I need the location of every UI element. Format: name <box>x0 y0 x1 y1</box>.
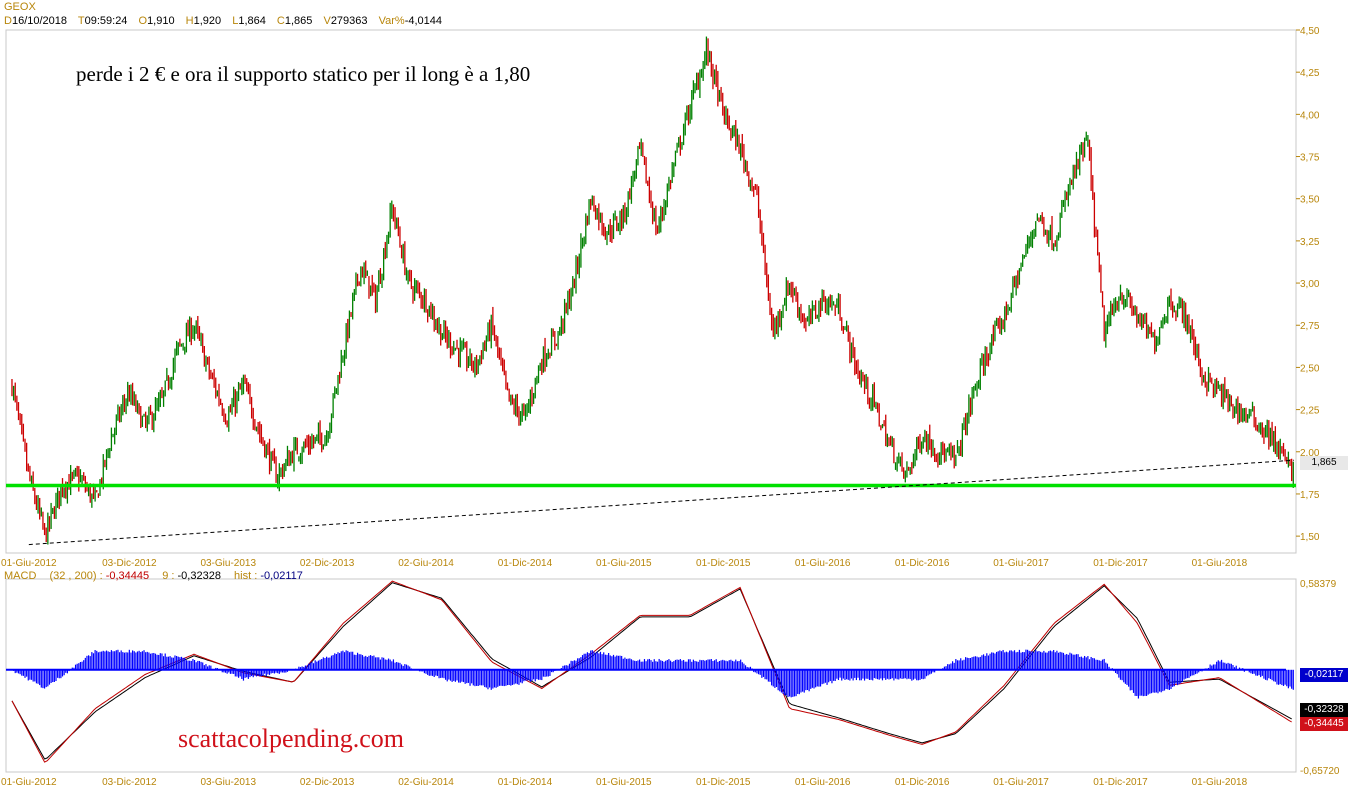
macd-panel-frame <box>5 578 1297 773</box>
volume-value: 279363 <box>330 15 368 27</box>
open-value: 1,910 <box>147 15 175 27</box>
price-x-tick-label: 02-Giu-2014 <box>398 558 454 569</box>
macd-value: -0,34445 <box>105 570 150 582</box>
price-x-tick-label: 01-Dic-2016 <box>895 558 950 569</box>
price-panel-frame <box>5 29 1297 554</box>
macd-y-tick-label: 0,58379 <box>1300 579 1337 590</box>
date-value: 16/10/2018 <box>11 15 68 27</box>
macd-tag: -0,34445 <box>1300 717 1348 731</box>
price-y-tick-label: 4,00 <box>1300 110 1320 121</box>
macd-x-tick-label: 01-Giu-2016 <box>795 777 851 788</box>
ohlc-header: D16/10/2018 T09:59:24 O1,910 H1,920 L1,8… <box>4 15 442 27</box>
price-x-tick-label: 02-Dic-2013 <box>300 558 355 569</box>
macd-x-tick-label: 01-Giu-2015 <box>596 777 652 788</box>
macd-x-tick-label: 01-Giu-2018 <box>1192 777 1248 788</box>
hist-value: -0,02117 <box>260 570 303 582</box>
macd-x-tick-label: 01-Giu-2017 <box>993 777 1049 788</box>
price-x-tick-label: 01-Dic-2015 <box>696 558 751 569</box>
low-value: 1,864 <box>238 15 266 27</box>
var-value: -4,0144 <box>404 15 442 27</box>
price-y-tick-label: 2,25 <box>1300 406 1320 417</box>
high-value: 1,920 <box>193 15 222 27</box>
price-y-tick-label: 3,00 <box>1300 279 1320 290</box>
macd-x-tick-label: 02-Giu-2014 <box>398 777 454 788</box>
macd-header: MACD (32 , 200) : -0,34445 9 : -0,32328 … <box>4 570 303 582</box>
price-x-tick-label: 01-Giu-2017 <box>993 558 1049 569</box>
close-value: 1,865 <box>284 15 313 27</box>
trend-line <box>28 459 1294 546</box>
macd-x-tick-label: 03-Dic-2012 <box>102 777 157 788</box>
macd-x-tick-label: 02-Dic-2013 <box>300 777 355 788</box>
price-x-tick-label: 01-Dic-2014 <box>498 558 553 569</box>
macd-x-tick-label: 01-Giu-2012 <box>1 777 57 788</box>
price-x-tick-label: 03-Giu-2013 <box>200 558 256 569</box>
price-y-tick-label: 4,25 <box>1300 68 1320 79</box>
price-y-tick-label: 4,50 <box>1300 26 1320 37</box>
signal-tag: -0,32328 <box>1300 703 1348 717</box>
macd-x-tick-label: 01-Dic-2015 <box>696 777 751 788</box>
price-y-tick-label: 1,50 <box>1300 532 1320 543</box>
price-x-tick-label: 01-Giu-2012 <box>1 558 57 569</box>
symbol-label: GEOX <box>4 1 36 13</box>
price-x-tick-label: 01-Giu-2015 <box>596 558 652 569</box>
price-y-tick-label: 1,75 <box>1300 490 1320 501</box>
macd-line <box>11 580 1292 763</box>
watermark-text: scattacolpending.com <box>178 724 404 753</box>
price-y-tick-label: 2,75 <box>1300 321 1320 332</box>
price-y-tick-label: 2,00 <box>1300 448 1320 459</box>
macd-x-tick-label: 01-Dic-2016 <box>895 777 950 788</box>
price-x-tick-label: 01-Giu-2018 <box>1192 558 1248 569</box>
macd-x-tick-label: 03-Giu-2013 <box>200 777 256 788</box>
signal-value: -0,32328 <box>177 570 221 582</box>
price-y-tick-label: 3,50 <box>1300 195 1320 206</box>
price-x-tick-label: 01-Dic-2017 <box>1093 558 1148 569</box>
time-value: 09:59:24 <box>84 15 128 27</box>
last-price-tag: 1,865 <box>1300 456 1348 470</box>
macd-y-tick-label: -0,65720 <box>1300 766 1340 777</box>
price-x-tick-label: 01-Giu-2016 <box>795 558 851 569</box>
macd-x-tick-label: 01-Dic-2017 <box>1093 777 1148 788</box>
price-y-tick-label: 2,50 <box>1300 363 1320 374</box>
macd-x-tick-label: 01-Dic-2014 <box>498 777 553 788</box>
annotation-text: perde i 2 € e ora il supporto statico pe… <box>76 62 531 86</box>
price-x-tick-label: 03-Dic-2012 <box>102 558 157 569</box>
price-y-tick-label: 3,75 <box>1300 153 1320 164</box>
hist-tag: -0,02117 <box>1300 668 1348 682</box>
price-y-tick-label: 3,25 <box>1300 237 1320 248</box>
